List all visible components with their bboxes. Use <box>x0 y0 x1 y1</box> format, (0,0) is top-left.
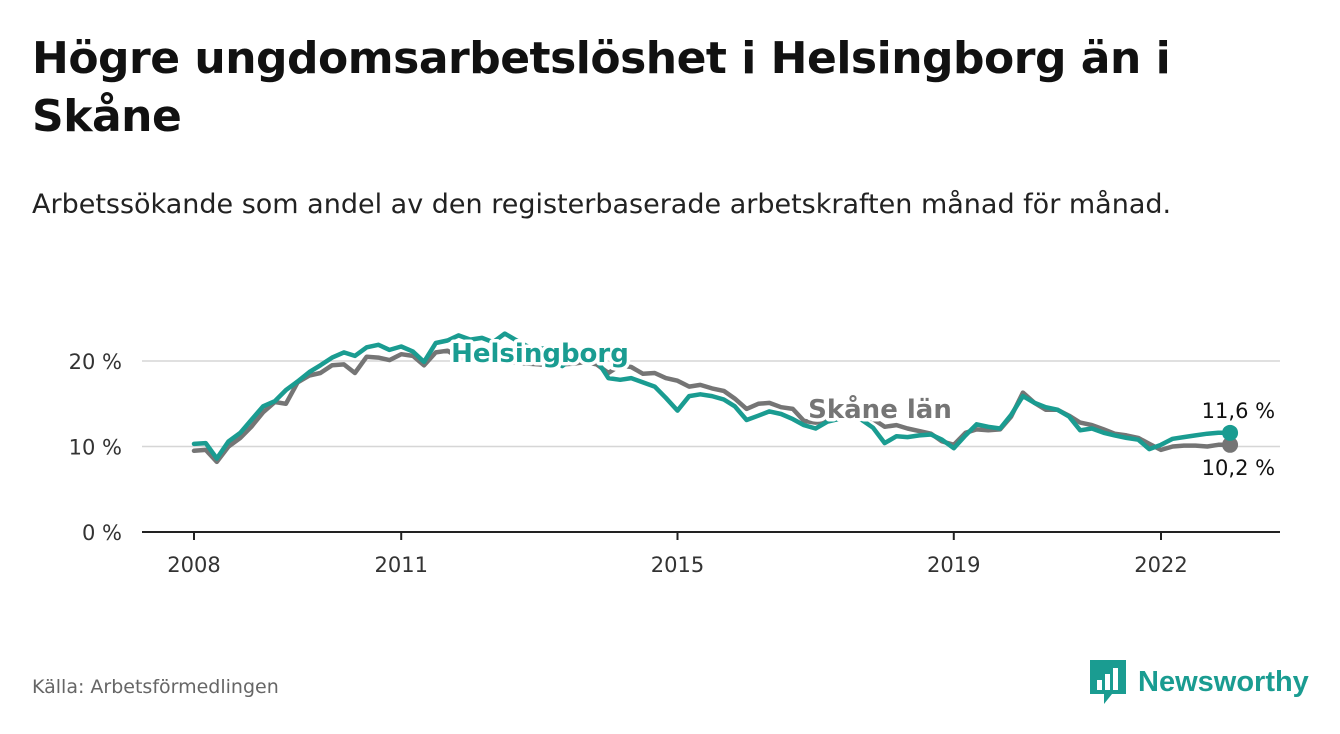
x-tick-label: 2008 <box>167 553 220 577</box>
chart-title: Högre ungdomsarbetslöshet i Helsingborg … <box>32 33 1171 142</box>
series-line-helsingborg <box>191 331 1233 461</box>
y-tick-label: 0 % <box>82 521 122 545</box>
source-note: Källa: Arbetsförmedlingen <box>32 676 279 698</box>
brand[interactable]: Newsworthy <box>1090 660 1309 704</box>
end-value-label: 11,6 % <box>1202 399 1275 423</box>
brand-name: Newsworthy <box>1138 665 1309 698</box>
series-line-sk-ne-l-n <box>191 348 1233 465</box>
chart-subtitle: Arbetssökande som andel av den registerb… <box>32 189 1172 220</box>
y-tick-label: 20 % <box>69 350 122 374</box>
end-marker <box>1222 436 1239 453</box>
x-tick-label: 2011 <box>374 553 427 577</box>
x-tick-label: 2022 <box>1134 553 1187 577</box>
x-tick-label: 2015 <box>651 553 704 577</box>
x-tick-label: 2019 <box>927 553 980 577</box>
y-tick-label: 10 % <box>69 436 122 460</box>
end-marker <box>1222 424 1239 441</box>
end-value-label: 10,2 % <box>1202 456 1275 480</box>
newsworthy-logo-icon <box>1090 660 1126 704</box>
series-label: Helsingborg <box>451 339 629 369</box>
series-label: Skåne län <box>808 393 952 425</box>
